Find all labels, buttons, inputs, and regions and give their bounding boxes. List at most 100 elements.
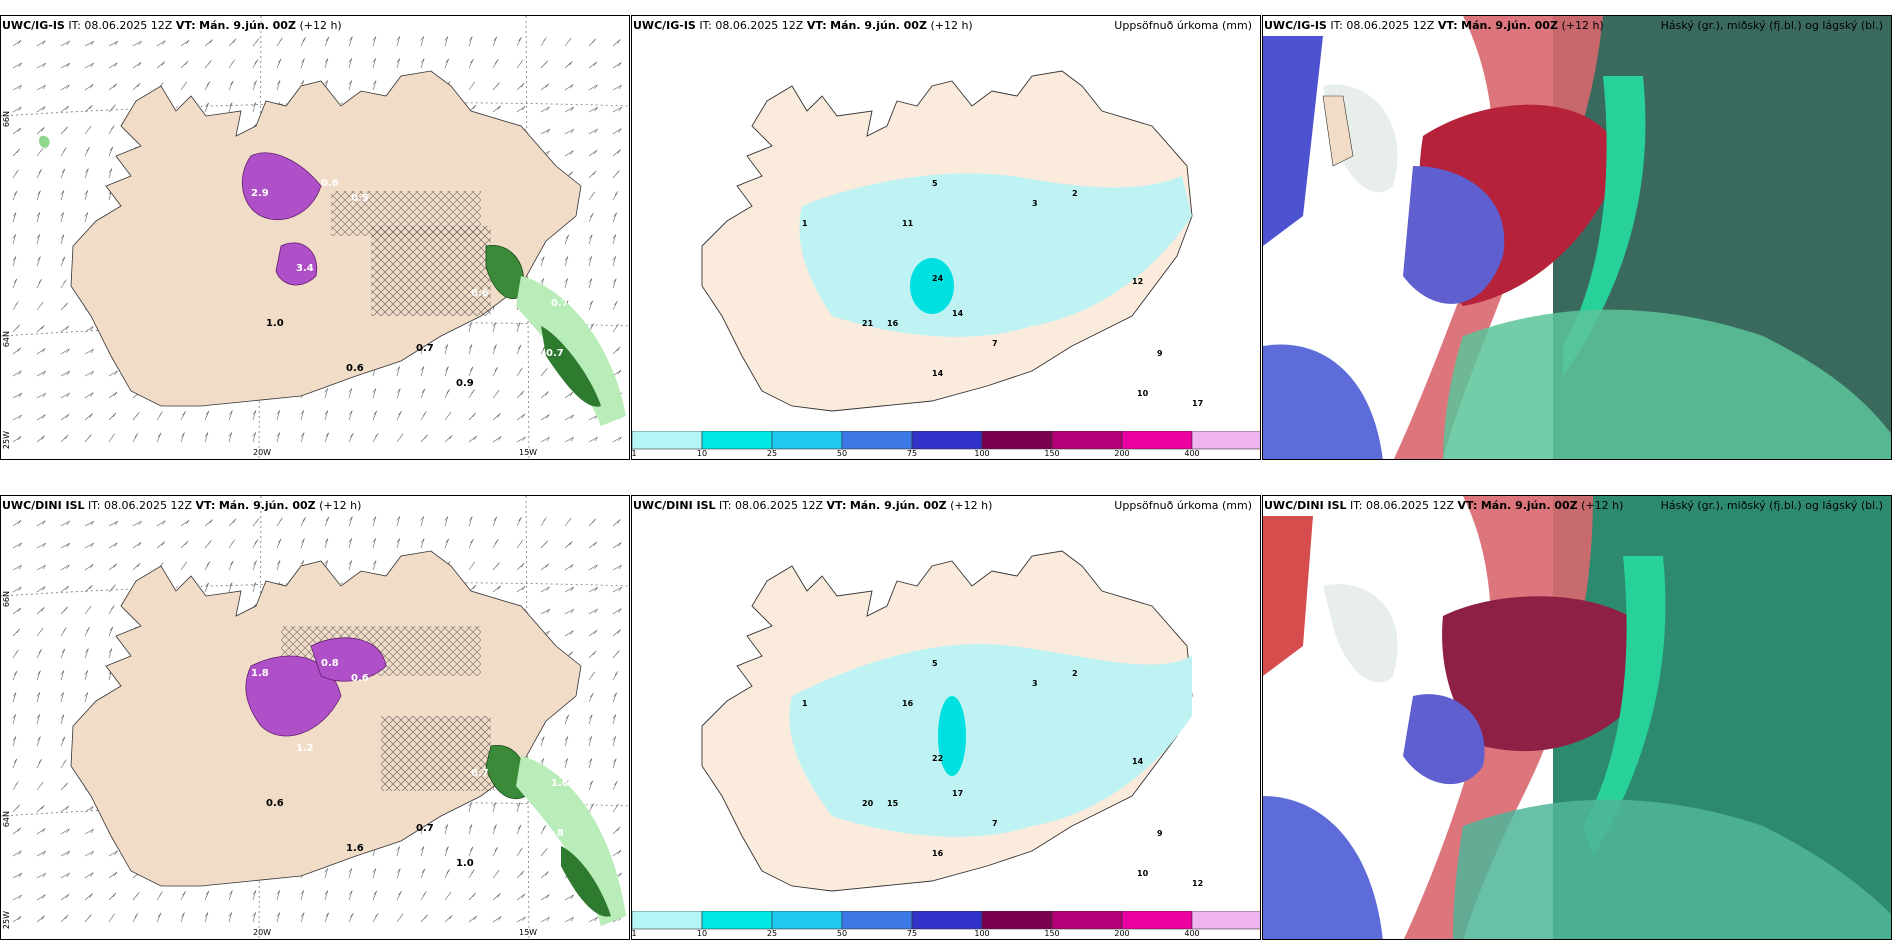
colorbar-segment bbox=[981, 911, 1053, 930]
precip-max bbox=[910, 258, 954, 314]
precip-amount-label: 3 bbox=[1032, 199, 1038, 208]
colorbar-tick: 100 bbox=[974, 929, 990, 938]
colorbar-tick: 10 bbox=[696, 449, 708, 458]
colorbar-segment bbox=[1191, 431, 1260, 450]
precip-value-label: 1.0 bbox=[266, 318, 284, 329]
cloud-title: Háský (gr.), miðský (fj.bl.) og lágský (… bbox=[1660, 19, 1883, 32]
precip-value-label: 1.8 bbox=[251, 668, 269, 679]
precip-value-label: 1.6 bbox=[551, 778, 569, 789]
precip-value-label: 0.7 bbox=[551, 298, 569, 309]
precip-amount-label: 1 bbox=[802, 219, 808, 228]
precip-max bbox=[938, 696, 966, 776]
precip-value-label: 0.7 bbox=[416, 343, 434, 354]
lat-label-64n: 64N bbox=[2, 331, 11, 348]
precip-amount-label: 16 bbox=[902, 699, 914, 708]
precip-amount-label: 17 bbox=[1192, 399, 1203, 408]
precip-value-label: 0.8 bbox=[321, 658, 339, 669]
panel-title: UWC/DINI ISL IT: 08.06.2025 12Z VT: Mán.… bbox=[1264, 499, 1624, 512]
panel-title: UWC/IG-IS IT: 08.06.2025 12Z VT: Mán. 9.… bbox=[633, 19, 973, 32]
wind-map-row1: 2.9 3.4 0.6 0.5 1.0 0.6 0.7 0.9 1.0 0.7 0.7 0.6 bbox=[1, 16, 629, 459]
precip-value-label: 1.0 bbox=[456, 858, 474, 869]
precip-colorbar bbox=[632, 911, 1260, 930]
precip-amount-label: 14 bbox=[932, 369, 944, 378]
colorbar-segment bbox=[1191, 911, 1260, 930]
precip-amount-label: 5 bbox=[932, 179, 938, 188]
lat-label-25w: 25W bbox=[2, 431, 11, 450]
precip-amount-label: 12 bbox=[1132, 277, 1143, 286]
colorbar-segment bbox=[701, 431, 773, 450]
precip-amount-label: 14 bbox=[1132, 757, 1144, 766]
precip-value-label: 1.6 bbox=[346, 843, 364, 854]
colorbar-tick: 25 bbox=[766, 449, 778, 458]
colorbar-segment bbox=[1051, 911, 1123, 930]
lon-label-15w: 15W bbox=[519, 448, 538, 457]
precip-area bbox=[799, 173, 1192, 337]
precip-title: Uppsöfnuð úrkoma (mm) bbox=[1114, 19, 1252, 32]
lat-label-25w: 25W bbox=[2, 911, 11, 930]
cloud-map-row2 bbox=[1263, 496, 1891, 939]
colorbar-ticks: 1 10 25 50 75 100 150 200 400 bbox=[631, 449, 1260, 459]
precip-value-label: 0.6 bbox=[501, 833, 519, 844]
cloud-map-panel-row2: UWC/DINI ISL IT: 08.06.2025 12Z VT: Mán.… bbox=[1262, 495, 1892, 940]
iceland-land bbox=[70, 70, 582, 407]
precip-map-panel-row1: 24 21 14 14 11 16 12 17 10 9 7 5 3 2 1 UWC/IG-IS IT: 0… bbox=[631, 15, 1261, 460]
lon-label-20w: 20W bbox=[253, 928, 272, 937]
colorbar-tick: 100 bbox=[974, 449, 990, 458]
precip-amount-label: 20 bbox=[862, 799, 874, 808]
colorbar-segment bbox=[632, 911, 703, 930]
precip-value-label: 0.6 bbox=[266, 798, 284, 809]
precip-value-label: 1.2 bbox=[296, 743, 314, 754]
precip-amount-label: 3 bbox=[1032, 679, 1038, 688]
colorbar-segment bbox=[1051, 431, 1123, 450]
lat-label-64n: 64N bbox=[2, 811, 11, 828]
precip-map-panel-row2: 22 20 17 16 16 15 14 12 10 9 7 5 3 2 1 UWC/DINI ISL IT… bbox=[631, 495, 1261, 940]
wind-map-panel-row1: 2.9 3.4 0.6 0.5 1.0 0.6 0.7 0.9 1.0 0.7 0.7 0.6 UWC… bbox=[0, 15, 630, 460]
cloud-title: Háský (gr.), miðský (fj.bl.) og lágský (… bbox=[1660, 499, 1883, 512]
colorbar-segment bbox=[1121, 431, 1193, 450]
colorbar-segment bbox=[1121, 911, 1193, 930]
wind-map-row2: 1.8 1.2 0.8 0.6 0.6 1.6 0.7 1.0 0.6 1.8 1.6 0.7 bbox=[1, 496, 629, 939]
precip-amount-label: 9 bbox=[1157, 349, 1163, 358]
lon-label-15w: 15W bbox=[519, 928, 538, 937]
colorbar-tick: 10 bbox=[696, 929, 708, 938]
lon-label-20w: 20W bbox=[253, 448, 272, 457]
colorbar-tick: 400 bbox=[1184, 929, 1200, 938]
colorbar-segment bbox=[771, 911, 843, 930]
precip-value-label: 0.7 bbox=[546, 348, 564, 359]
panel-title: UWC/DINI ISL IT: 08.06.2025 12Z VT: Mán.… bbox=[2, 499, 362, 512]
colorbar-segment bbox=[981, 431, 1053, 450]
precip-amount-label: 10 bbox=[1137, 869, 1149, 878]
precip-amount-label: 21 bbox=[862, 319, 874, 328]
precip-amount-label: 2 bbox=[1072, 669, 1078, 678]
lat-label-66n: 66N bbox=[2, 591, 11, 608]
precip-value-label: 0.6 bbox=[321, 178, 339, 189]
panel-title: UWC/DINI ISL IT: 08.06.2025 12Z VT: Mán.… bbox=[633, 499, 993, 512]
colorbar-segment bbox=[771, 431, 843, 450]
colorbar-segment bbox=[632, 431, 703, 450]
cloud-map-panel-row1: UWC/IG-IS IT: 08.06.2025 12Z VT: Mán. 9.… bbox=[1262, 15, 1892, 460]
colorbar-ticks: 1 10 25 50 75 100 150 200 400 bbox=[631, 929, 1260, 939]
lat-label-66n: 66N bbox=[2, 111, 11, 128]
colorbar-segment bbox=[841, 431, 913, 450]
precip-amount-label: 7 bbox=[992, 819, 998, 828]
precip-area bbox=[789, 644, 1192, 837]
precip-amount-label: 14 bbox=[952, 309, 964, 318]
precip-amount-label: 1 bbox=[802, 699, 808, 708]
precip-amount-label: 22 bbox=[932, 754, 943, 763]
colorbar-tick: 25 bbox=[766, 929, 778, 938]
precip-amount-label: 9 bbox=[1157, 829, 1163, 838]
colorbar-segment bbox=[841, 911, 913, 930]
colorbar-segment bbox=[911, 431, 983, 450]
precip-value-label: 0.9 bbox=[456, 378, 474, 389]
colorbar-tick: 1 bbox=[631, 929, 637, 938]
colorbar-tick: 200 bbox=[1114, 449, 1130, 458]
colorbar-tick: 1 bbox=[631, 449, 637, 458]
colorbar-tick: 75 bbox=[906, 929, 918, 938]
precip-amount-label: 16 bbox=[932, 849, 944, 858]
precip-amount-label: 11 bbox=[902, 219, 914, 228]
precip-amount-label: 7 bbox=[992, 339, 998, 348]
precip-amount-label: 12 bbox=[1192, 879, 1203, 888]
panel-title: UWC/IG-IS IT: 08.06.2025 12Z VT: Mán. 9.… bbox=[2, 19, 342, 32]
